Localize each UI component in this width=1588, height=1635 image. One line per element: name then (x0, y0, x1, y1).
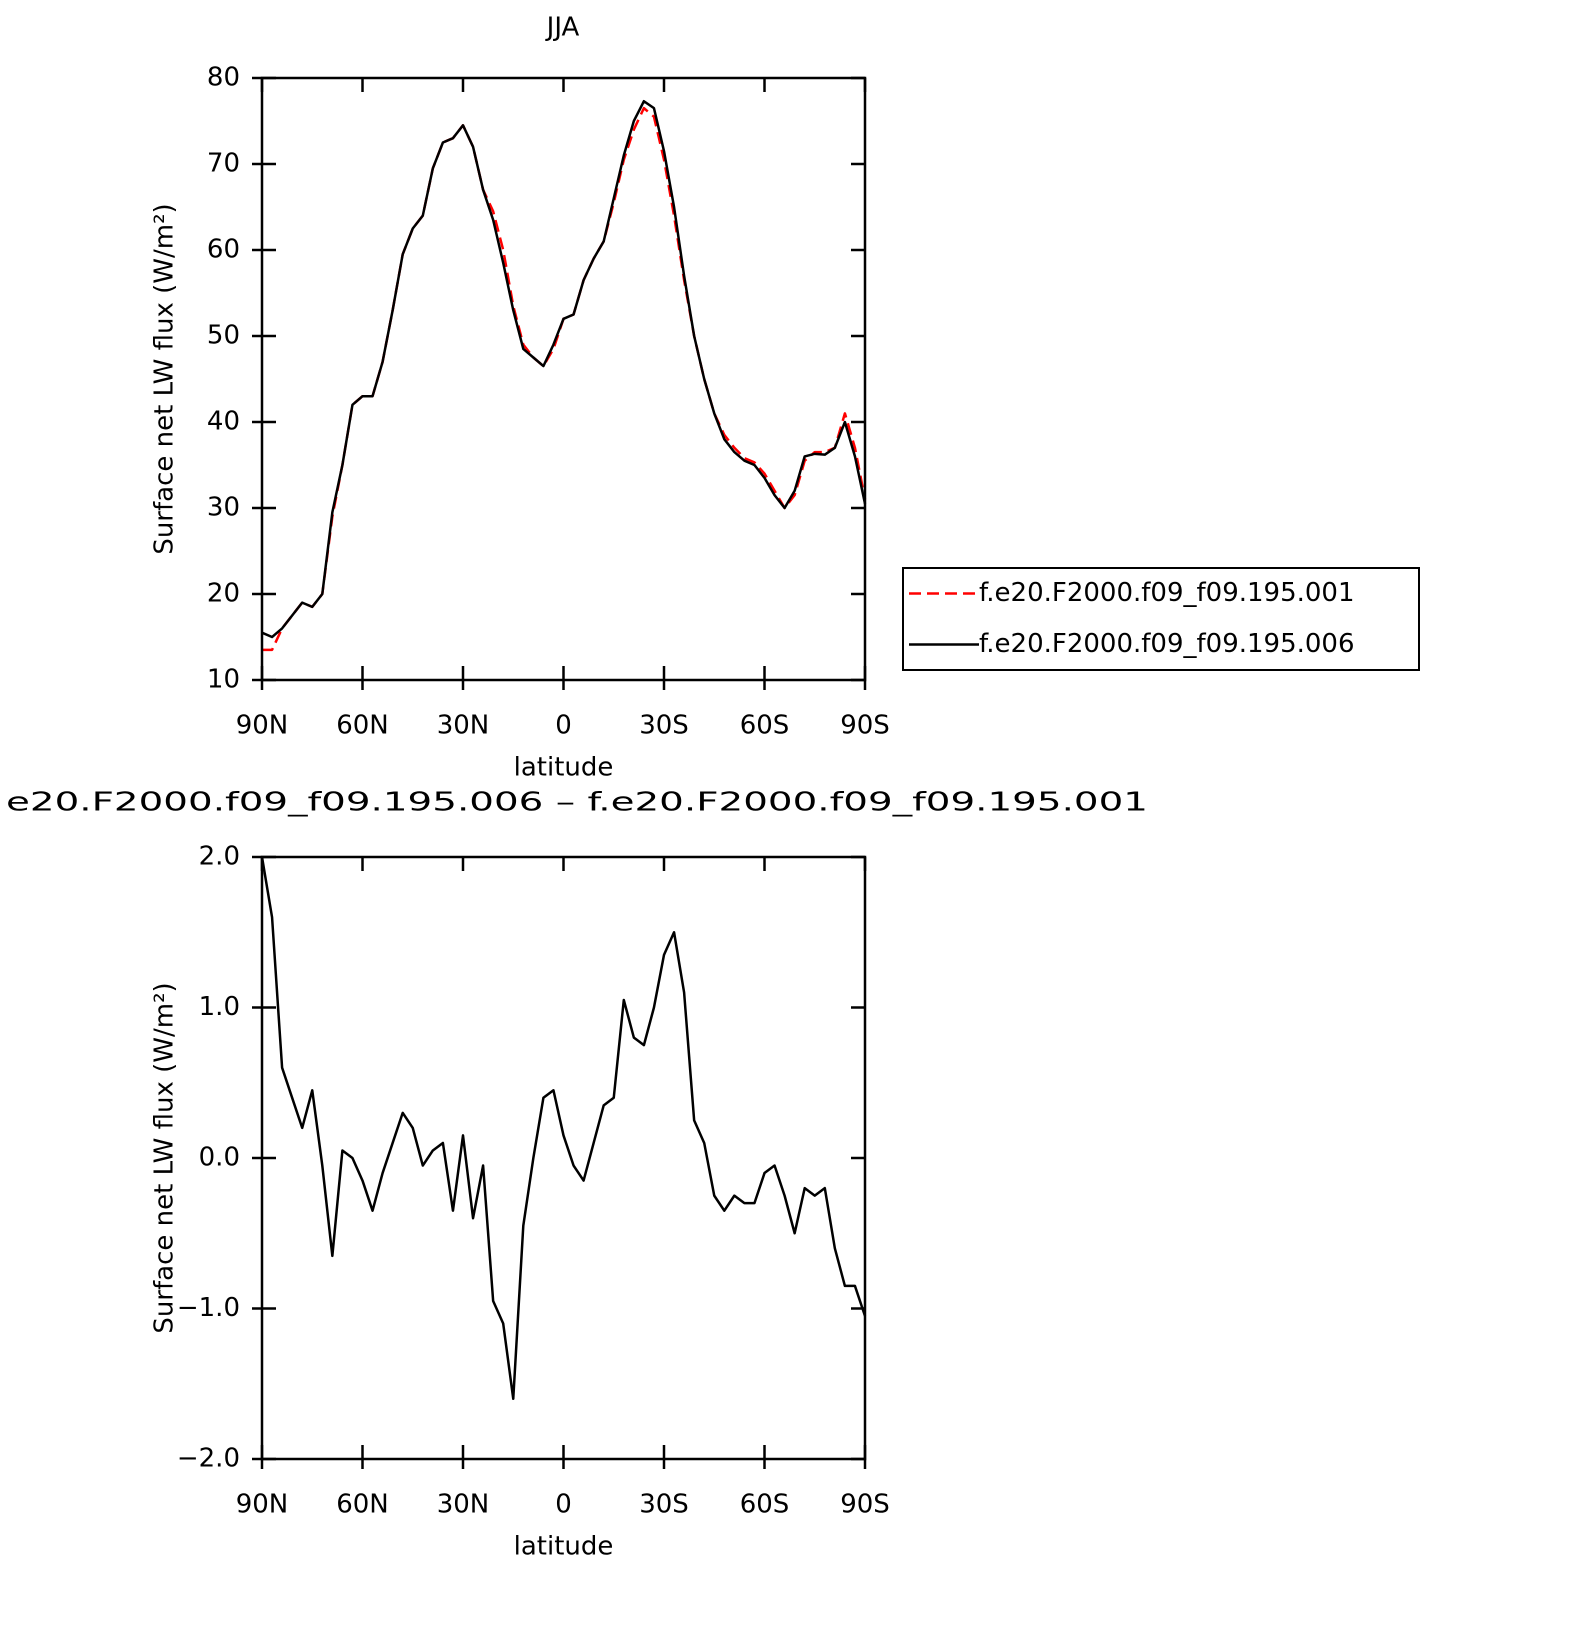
y-tick-label: 2.0 (199, 842, 240, 872)
y-tick-label: 20 (207, 579, 240, 609)
x-tick-label: 60S (740, 711, 790, 741)
x-tick-label: 90N (236, 711, 289, 741)
chart-title: JJA (545, 13, 580, 43)
y-tick-label: 30 (207, 493, 240, 523)
legend-label: f.e20.F2000.f09_f09.195.001 (979, 578, 1355, 608)
x-axis-label: latitude (514, 753, 614, 783)
y-tick-label: −1.0 (177, 1293, 240, 1323)
data-line (262, 106, 867, 652)
x-tick-label: 30N (437, 711, 490, 741)
y-tick-label: 60 (207, 235, 240, 265)
chart-title: e20.F2000.f09_f09.195.006 – f.e20.F2000.… (6, 788, 1148, 818)
data-line (261, 99, 867, 639)
legend-box (902, 567, 1420, 671)
legend-label: f.e20.F2000.f09_f09.195.006 (979, 629, 1355, 659)
y-tick-label: 40 (207, 407, 240, 437)
data-line (260, 856, 867, 1401)
x-tick-label: 90S (840, 711, 890, 741)
y-tick-label: 70 (207, 149, 240, 179)
x-tick-label: 90N (236, 1490, 289, 1520)
y-axis-label: Surface net LW flux (W/m²) (150, 203, 180, 554)
x-tick-label: 60N (336, 1490, 389, 1520)
y-tick-label: −2.0 (177, 1444, 240, 1474)
x-tick-label: 90S (840, 1490, 890, 1520)
x-tick-label: 0 (555, 1490, 572, 1520)
y-axis-label: Surface net LW flux (W/m²) (150, 982, 180, 1333)
y-tick-label: 10 (207, 665, 240, 695)
x-tick-label: 60N (336, 711, 389, 741)
y-tick-label: 1.0 (199, 992, 240, 1022)
x-axis-label: latitude (514, 1532, 614, 1562)
x-tick-label: 30S (639, 711, 689, 741)
y-tick-label: 80 (207, 63, 240, 93)
y-tick-label: 0.0 (199, 1143, 240, 1173)
legend: f.e20.F2000.f09_f09.195.001 f.e20.F2000.f… (902, 567, 1420, 671)
y-tick-label: 50 (207, 321, 240, 351)
x-tick-label: 30N (437, 1490, 490, 1520)
x-tick-label: 30S (639, 1490, 689, 1520)
x-tick-label: 60S (740, 1490, 790, 1520)
plot-frame (260, 76, 867, 682)
x-tick-label: 0 (555, 711, 572, 741)
